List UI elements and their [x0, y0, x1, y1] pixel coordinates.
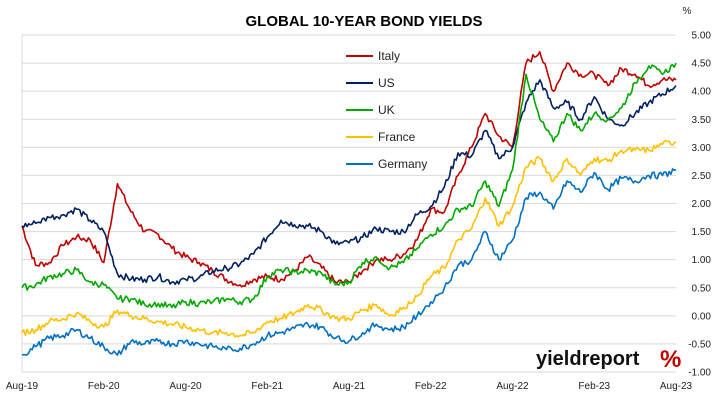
y-tick-label: 1.00 [692, 255, 712, 266]
x-tick-label: Feb-21 [251, 381, 283, 392]
y-tick-label: 2.00 [692, 199, 712, 210]
x-tick-label: Feb-22 [415, 381, 447, 392]
x-tick-label: Aug-19 [6, 381, 39, 392]
legend-label-germany: Germany [378, 157, 427, 171]
logo-percent-mark: % [660, 346, 681, 373]
chart-title: GLOBAL 10-YEAR BOND YIELDS [246, 13, 483, 30]
x-tick-label: Feb-23 [578, 381, 610, 392]
y-tick-label: 4.00 [692, 87, 712, 98]
unit-label: % [683, 6, 692, 17]
yieldreport-logo: yieldreport % [536, 346, 681, 373]
y-tick-label: -1.00 [688, 368, 711, 379]
x-tick-label: Aug-22 [496, 381, 529, 392]
series-line-germany [21, 168, 677, 356]
y-tick-label: 3.50 [692, 115, 712, 126]
y-tick-label: 3.00 [692, 143, 712, 154]
logo-text: yieldreport [536, 348, 640, 370]
x-tick-label: Aug-23 [660, 381, 693, 392]
y-tick-label: 1.50 [692, 227, 712, 238]
legend-label-us: US [378, 76, 395, 90]
legend: Italy US UK France Germany [346, 49, 427, 171]
series-line-uk [21, 62, 677, 309]
x-axis-tick-labels: Aug-19 Feb-20 Aug-20 Feb-21 Aug-21 Feb-22 Aug-… [6, 381, 693, 392]
y-tick-label: 4.50 [692, 59, 712, 70]
y-tick-label: 2.50 [692, 171, 712, 182]
y-axis-tick-labels: 5.00 4.50 4.00 3.50 3.00 2.50 2.00 1.50 1.00 0.50… [688, 31, 711, 379]
y-tick-label: 0.00 [692, 311, 712, 322]
series-line-france [21, 140, 677, 338]
x-tick-label: Aug-20 [169, 381, 202, 392]
legend-label-uk: UK [378, 103, 395, 117]
y-tick-label: 0.50 [692, 283, 712, 294]
series-line-us [21, 79, 677, 285]
x-tick-label: Aug-21 [333, 381, 366, 392]
x-tick-label: Feb-20 [88, 381, 120, 392]
legend-label-france: France [378, 130, 416, 144]
series-lines [21, 51, 677, 356]
legend-label-italy: Italy [378, 49, 400, 63]
y-tick-label: 5.00 [692, 31, 712, 42]
y-tick-label: -0.50 [688, 339, 711, 350]
